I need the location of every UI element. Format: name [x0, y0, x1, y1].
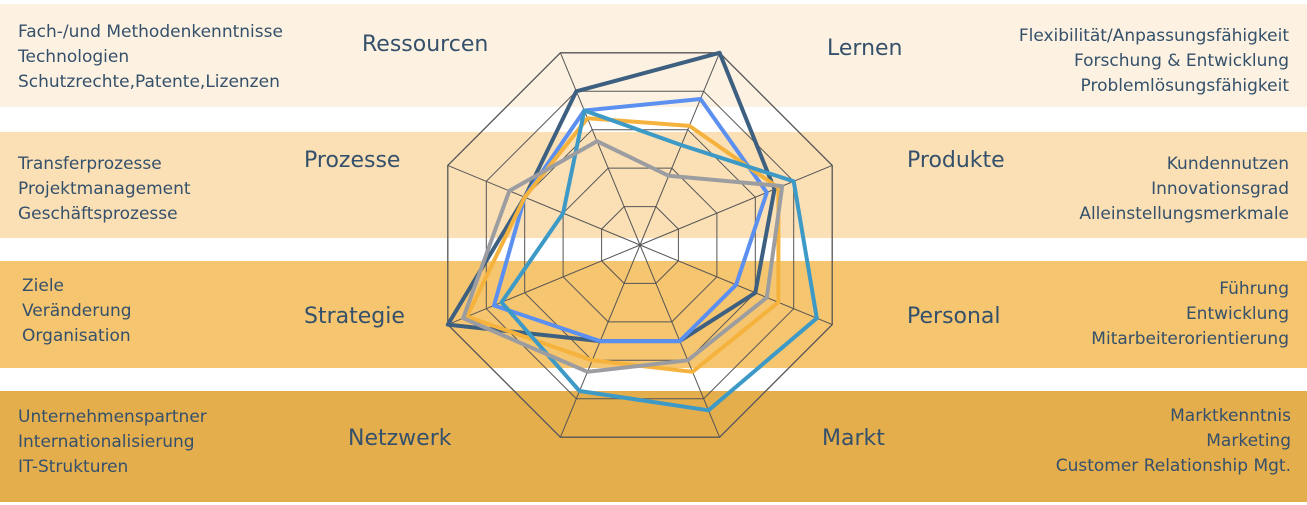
produkte-item: Alleinstellungsmerkmale: [1079, 204, 1289, 224]
category-label-markt: Markt: [822, 426, 885, 451]
radar-grid-ring: [562, 167, 718, 323]
prozesse-item: Transferprozesse: [18, 154, 162, 174]
netzwerk-items: Unternehmenspartner Internationalisierun…: [18, 405, 207, 480]
personal-items: Führung Entwicklung Mitarbeiterorientier…: [1091, 277, 1289, 352]
ressourcen-item: Fach-/und Methodenkenntnisse: [18, 22, 283, 42]
strategie-item: Ziele: [22, 276, 65, 296]
prozesse-items: Transferprozesse Projektmanagement Gesch…: [18, 152, 191, 227]
category-label-produkte: Produkte: [907, 148, 1005, 173]
produkte-item: Innovationsgrad: [1151, 179, 1289, 199]
produkte-items: Kundennutzen Innovationsgrad Alleinstell…: [1079, 152, 1289, 227]
strategie-item: Organisation: [22, 326, 131, 346]
radar-grid: [447, 52, 833, 438]
markt-item: Marktkenntnis: [1170, 406, 1291, 426]
markt-item: Marketing: [1206, 431, 1291, 451]
category-label-netzwerk: Netzwerk: [348, 426, 452, 451]
personal-item: Führung: [1219, 279, 1289, 299]
radar-grid-ring: [447, 52, 833, 438]
netzwerk-item: Unternehmenspartner: [18, 407, 207, 427]
prozesse-item: Projektmanagement: [18, 179, 191, 199]
radar-axis-line: [639, 164, 833, 246]
ressourcen-items: Fach-/und Methodenkenntnisse Technologie…: [18, 20, 283, 95]
radar-grid-ring: [485, 90, 795, 400]
netzwerk-item: Internationalisierung: [18, 432, 195, 452]
category-label-prozesse: Prozesse: [304, 148, 401, 173]
personal-item: Entwicklung: [1185, 304, 1289, 324]
strategie-items: Ziele Veränderung Organisation: [22, 274, 132, 349]
strategie-item: Veränderung: [22, 301, 132, 321]
category-label-strategie: Strategie: [304, 304, 405, 329]
category-label-ressourcen: Ressourcen: [362, 32, 489, 57]
radar-axis-line: [639, 52, 721, 246]
ressourcen-item: Technologien: [18, 47, 130, 67]
lernen-item: Forschung & Entwicklung: [1073, 51, 1289, 71]
personal-item: Mitarbeiterorientierung: [1091, 329, 1289, 349]
prozesse-item: Geschäftsprozesse: [18, 204, 178, 224]
ressourcen-item: Schutzrechte,Patente,Lizenzen: [18, 72, 280, 92]
radar-series-4: [499, 108, 819, 413]
markt-item: Customer Relationship Mgt.: [1055, 456, 1291, 476]
produkte-item: Kundennutzen: [1166, 154, 1289, 174]
radar-axis-line: [447, 164, 641, 246]
lernen-items: Flexibilität/Anpassungsfähigkeit Forschu…: [1019, 24, 1289, 99]
radar-series-2: [492, 97, 769, 344]
netzwerk-item: IT-Strukturen: [18, 457, 129, 477]
band-prozesse-produkte: [0, 132, 1307, 238]
radar-series-5: [461, 139, 785, 374]
radar-series: [445, 50, 819, 413]
band-netzwerk-markt: [0, 391, 1307, 502]
radar-series-3: [465, 116, 781, 374]
lernen-item: Flexibilität/Anpassungsfähigkeit: [1018, 26, 1289, 46]
markt-items: Marktkenntnis Marketing Customer Relatio…: [1056, 404, 1291, 479]
radar-axis-line: [447, 244, 641, 326]
radar-axis-line: [559, 52, 641, 246]
band-ressourcen-lernen: [0, 4, 1307, 107]
category-label-lernen: Lernen: [827, 36, 903, 61]
lernen-item: Problemlösungsfähigkeit: [1080, 76, 1289, 96]
radar-grid-ring: [601, 206, 679, 284]
category-label-personal: Personal: [907, 304, 1001, 329]
